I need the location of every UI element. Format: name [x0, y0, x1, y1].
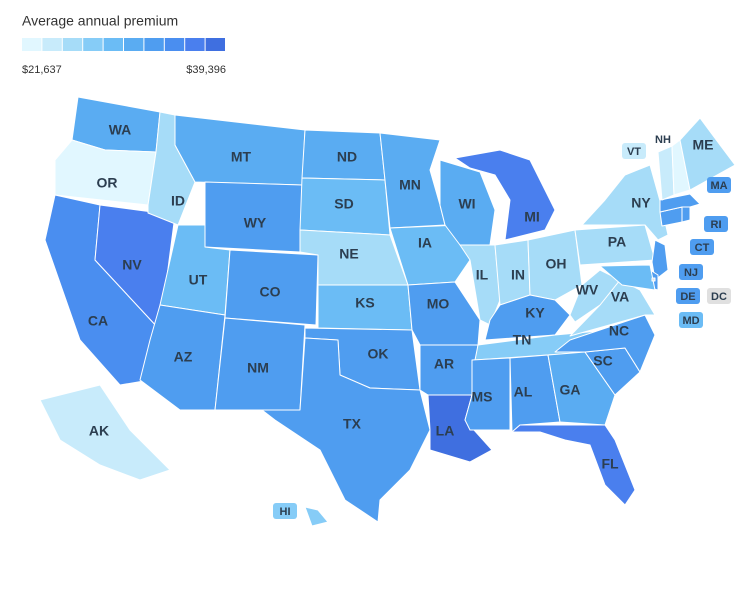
state [651, 239, 669, 281]
legend-bar [22, 38, 225, 51]
state-label: MS [472, 389, 493, 405]
state-label: IA [418, 235, 432, 251]
state-label: TN [513, 332, 532, 348]
state-label: NC [609, 323, 629, 339]
state [454, 149, 556, 241]
state-label: MD [682, 315, 699, 327]
legend-swatch [62, 38, 83, 51]
state-label-box [707, 177, 731, 193]
legend-max-label: $39,396 [186, 64, 226, 76]
state-label: AK [89, 423, 109, 439]
state-label: HI [280, 506, 291, 518]
legend-swatch [103, 38, 123, 51]
state-label: DE [680, 291, 695, 303]
state-label: WY [244, 215, 267, 231]
state-label: IN [511, 267, 525, 283]
state-label: LA [436, 423, 455, 439]
legend-min-label: $21,637 [22, 64, 62, 76]
legend-swatch [42, 38, 62, 51]
state-label: OR [97, 175, 118, 191]
state [599, 264, 656, 291]
state-label: MN [399, 177, 421, 193]
state-label: CT [695, 242, 710, 254]
state-label: WA [109, 122, 132, 138]
state [679, 117, 736, 191]
state [139, 304, 226, 411]
legend-swatch [205, 38, 225, 51]
state-label: ID [171, 193, 185, 209]
state [659, 193, 701, 213]
state-label: VT [627, 146, 641, 158]
state [657, 145, 675, 201]
state-label-box [690, 239, 714, 255]
state-label: MI [524, 209, 540, 225]
state [224, 249, 319, 326]
legend-swatch [185, 38, 205, 51]
state-label: AR [434, 356, 454, 372]
state-label: KS [355, 295, 374, 311]
legend-swatch [124, 38, 144, 51]
state-label-box [676, 288, 700, 304]
state [511, 424, 636, 506]
state-label: SD [334, 196, 353, 212]
state-label: TX [343, 416, 362, 432]
state-label: MO [427, 296, 450, 312]
state-label: SC [593, 353, 612, 369]
legend-swatch [22, 38, 42, 51]
state-label: NV [122, 257, 142, 273]
state-label-box [622, 143, 646, 159]
state-label: NY [631, 195, 651, 211]
state-label: VA [611, 289, 629, 305]
state [407, 281, 481, 346]
state-label-box [273, 503, 297, 519]
state [484, 294, 571, 341]
state-label: UT [189, 272, 208, 288]
state-label: IL [476, 267, 489, 283]
state [651, 277, 656, 282]
state-label: CA [88, 313, 108, 329]
state-labels: WA OR CA NV ID MT WY UT CO AZ NM ND SD NE KS OK TX MN IA MO… [88, 122, 731, 519]
state-label: OH [546, 256, 567, 272]
legend-title: Average annual premium [22, 13, 178, 29]
state-label: NE [339, 246, 358, 262]
state-label: KY [525, 305, 545, 321]
state-label: DC [711, 291, 727, 303]
state-label: CO [260, 284, 281, 300]
state-label: NH [655, 134, 671, 146]
state [304, 506, 329, 527]
state-label: MT [231, 149, 252, 165]
state [681, 206, 691, 223]
state [554, 314, 656, 373]
state-label: FL [601, 456, 619, 472]
state-label: RI [711, 219, 722, 231]
states [39, 96, 736, 527]
state-label: WI [458, 196, 475, 212]
state-label-box [679, 264, 703, 280]
state [509, 354, 561, 433]
state-label-box [707, 288, 731, 304]
legend-swatch [164, 38, 185, 51]
state [527, 229, 583, 301]
state-label: NM [247, 360, 269, 376]
state-label: MA [710, 180, 727, 192]
state-label-box [679, 312, 703, 328]
state-label: ME [693, 137, 714, 153]
legend-swatch [83, 38, 103, 51]
state [261, 337, 431, 523]
state-label: WV [576, 282, 599, 298]
state-label: NJ [684, 267, 698, 279]
state-label-box [704, 216, 728, 232]
legend-swatch [144, 38, 164, 51]
state-label: OK [368, 346, 389, 362]
state-label: GA [560, 382, 581, 398]
state-label: PA [608, 234, 626, 250]
state-label: AZ [174, 349, 193, 365]
state [39, 384, 171, 481]
state-label: ND [337, 149, 357, 165]
state-label: AL [514, 384, 533, 400]
